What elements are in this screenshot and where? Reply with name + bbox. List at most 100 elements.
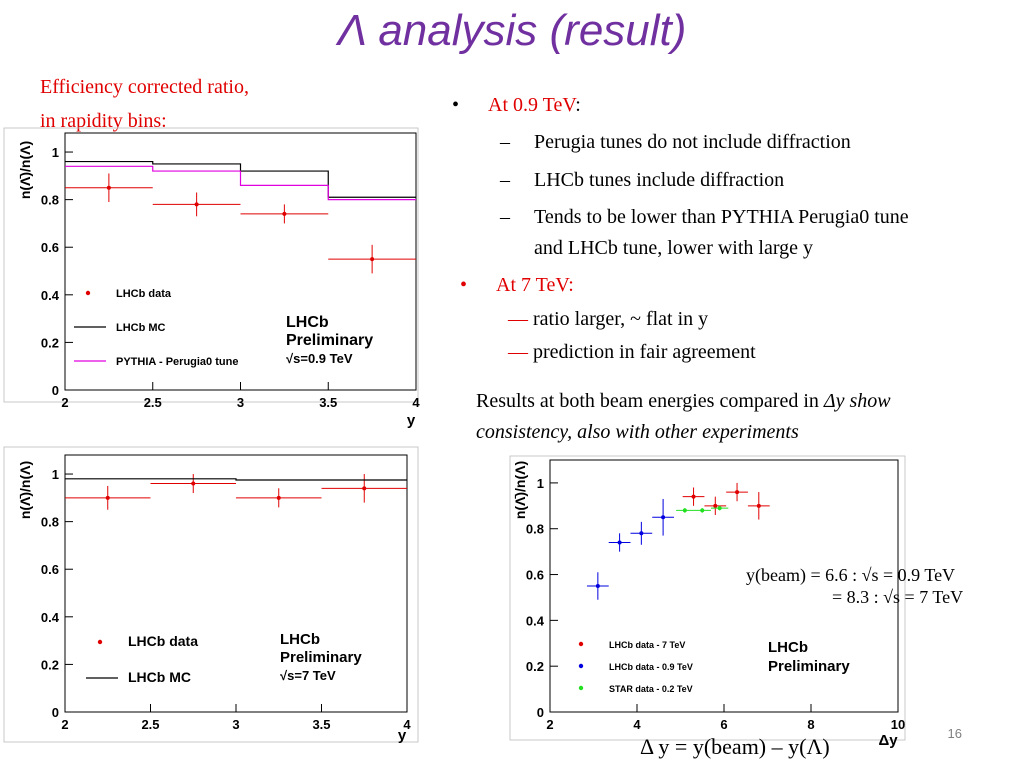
beam-note: y(beam) = 6.6 : √s = 0.9 TeV = 8.3 : √s … (746, 564, 963, 608)
sub-bullet-5: — prediction in fair agreement (508, 341, 756, 364)
chart2-lhcb-label: LHCb Preliminary (768, 638, 850, 676)
data-point (717, 506, 722, 511)
page-number: 16 (947, 726, 962, 741)
data-point (639, 531, 644, 536)
y-tick-label: 0 (52, 383, 59, 398)
data-point (617, 540, 622, 545)
delta-y-formula: Δ y = y(beam) – y(Λ) (640, 734, 830, 759)
bullet-1: At 0.9 TeV: (488, 94, 581, 117)
legend-label: LHCb MC (128, 669, 191, 685)
legend-label: LHCb data (116, 288, 172, 300)
data-point (282, 211, 287, 216)
y-tick-label: 1 (52, 467, 59, 482)
y-tick-label: 1 (537, 476, 544, 491)
data-point (276, 495, 281, 500)
x-tick-label: 10 (891, 717, 905, 732)
title-text: Λ analysis (result) (337, 6, 687, 55)
y-tick-label: 0.2 (41, 335, 59, 350)
chart-7tev: 2 2.5 3 3.5 4 0 0.2 0.4 0.6 0.8 1 n(Λ̄)/n(Λ) y LHCb d… (3, 446, 419, 744)
y-tick-label: 0.6 (41, 562, 59, 577)
x-axis-label: y (398, 727, 407, 744)
legend-label: LHCb MC (116, 322, 166, 334)
bullet-1-colon: : (575, 94, 581, 116)
x-tick-label: 6 (720, 717, 727, 732)
x-tick-label: 4 (412, 395, 420, 410)
bullet-dot-1: • (452, 94, 460, 116)
slide-title: Λ analysis (result) (0, 6, 1024, 56)
data-point (661, 515, 666, 520)
sub-bullet-4-text: ratio larger, ~ flat in y (533, 308, 709, 330)
legend-label: STAR data - 0.2 TeV (609, 684, 693, 694)
y-axis-label: n(Λ̄)/n(Λ) (17, 141, 33, 199)
sub-bullet-3: Tends to be lower than PYTHIA Perugia0 t… (534, 206, 909, 228)
sub-dash-1: – (500, 131, 510, 153)
x-tick-label: 2.5 (141, 717, 159, 732)
sub-bullet-1: Perugia tunes do not include diffraction (534, 131, 851, 153)
chart2-label-1: LHCb (768, 639, 808, 656)
y-tick-label: 0 (52, 705, 59, 720)
data-point (595, 584, 600, 588)
x-tick-label: 2 (61, 395, 68, 410)
legend-marker-swatch (578, 641, 584, 647)
x-axis-label: Δy (878, 732, 898, 749)
data-point (756, 503, 761, 508)
chart-frame (509, 455, 906, 741)
data-point (362, 486, 367, 491)
y-axis-label: n(Λ̄)/n(Λ) (512, 461, 528, 519)
x-tick-label: 3.5 (319, 395, 337, 410)
chart1-lhcb-label: LHCb Preliminary √s=7 TeV (280, 631, 362, 685)
chart1-label-3: √s=7 TeV (280, 668, 336, 683)
sub-bullet-2: LHCb tunes include diffraction (534, 169, 785, 191)
y-tick-label: 0.8 (526, 522, 544, 537)
sub-bullet-3-cont: and LHCb tune, lower with large y (534, 237, 814, 259)
data-point (713, 503, 718, 508)
legend-marker-swatch (578, 685, 584, 691)
intro-line-2: in rapidity bins: (40, 110, 167, 132)
x-tick-label: 3 (232, 717, 239, 732)
legend-marker-swatch (578, 663, 584, 669)
x-tick-label: 4 (633, 717, 641, 732)
y-tick-label: 0.6 (41, 240, 59, 255)
data-point (682, 508, 687, 513)
bullet-dot-2: • (460, 274, 468, 296)
legend-marker-swatch (97, 639, 103, 645)
results-text: Results at both beam energies compared i… (476, 386, 891, 448)
chart-frame (3, 127, 419, 403)
y-tick-label: 0.4 (526, 613, 545, 628)
x-tick-label: 2.5 (144, 395, 162, 410)
y-axis-label: n(Λ̄)/n(Λ) (17, 461, 33, 519)
chart-delta-y: 2 4 6 8 10 0 0.2 0.4 0.6 0.8 1 n(Λ̄)/n(Λ) Δy LHCb dat… (509, 455, 906, 749)
dash-5: — (508, 341, 528, 363)
y-tick-label: 0.4 (41, 610, 60, 625)
data-point (735, 490, 740, 495)
x-tick-label: 8 (807, 717, 814, 732)
x-axis-label: y (407, 412, 416, 429)
results-line-2: consistency, also with other experiments (476, 417, 891, 448)
chart0-label-3: √s=0.9 TeV (286, 351, 353, 366)
data-point (105, 495, 110, 500)
chart-frame (3, 446, 419, 743)
chart0-lhcb-label: LHCb Preliminary √s=0.9 TeV (286, 314, 373, 368)
bullet-1-label: At 0.9 TeV (488, 94, 576, 116)
x-tick-label: 2 (61, 717, 68, 732)
bullet-2: At 7 TeV: (496, 274, 574, 296)
legend-label: PYTHIA - Perugia0 tune (116, 356, 238, 368)
y-tick-label: 0.8 (41, 515, 59, 530)
chart1-label-1: LHCb (280, 631, 320, 648)
intro-text: Efficiency corrected ratio, in rapidity … (40, 70, 249, 138)
series-step-line (65, 165, 416, 201)
dash-4: — (508, 308, 528, 330)
sub-bullet-4: — ratio larger, ~ flat in y (508, 308, 708, 331)
results-line-1-italic: Δy show (823, 390, 891, 412)
y-tick-label: 0.2 (41, 657, 59, 672)
beam-note-line-1: y(beam) = 6.6 : √s = 0.9 TeV (746, 565, 956, 585)
results-line-2-italic: consistency, also with other experiments (476, 421, 799, 443)
legend-marker-swatch (85, 290, 91, 296)
chart1-label-2: Preliminary (280, 649, 362, 666)
results-line-1-prefix: Results at both beam energies compared i… (476, 390, 824, 412)
y-tick-label: 0.4 (41, 288, 60, 303)
legend-label: LHCb data - 0.9 TeV (609, 662, 693, 672)
data-point (691, 494, 696, 499)
x-tick-label: 2 (546, 717, 553, 732)
